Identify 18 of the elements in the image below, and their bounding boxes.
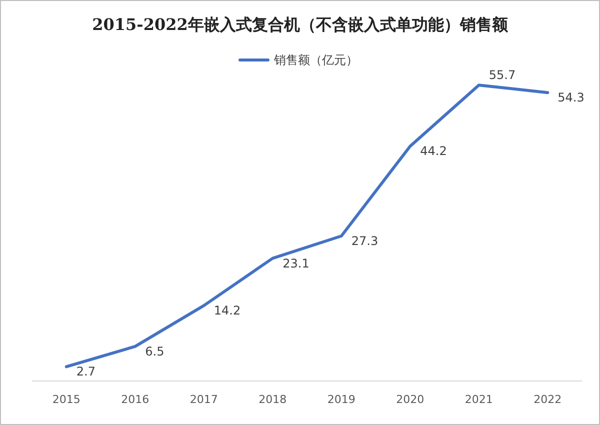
x-tick-label: 2021 — [464, 393, 493, 406]
data-label: 44.2 — [420, 144, 447, 158]
x-tick-label: 2022 — [534, 393, 562, 406]
x-tick-label: 2016 — [121, 393, 150, 406]
data-label: 6.5 — [145, 344, 164, 358]
x-tick-label: 2019 — [327, 393, 356, 406]
x-tick-label: 2018 — [258, 393, 287, 406]
x-tick-label: 2015 — [52, 393, 80, 406]
data-label: 27.3 — [351, 234, 378, 248]
data-label: 14.2 — [214, 304, 241, 318]
data-label: 54.3 — [558, 90, 584, 105]
x-tick-label: 2017 — [190, 393, 218, 406]
legend-label: 销售额（亿元） — [273, 53, 358, 67]
chart-title: 2015-2022年嵌入式复合机（不含嵌入式单功能）销售额 — [92, 15, 509, 34]
data-label: 23.1 — [282, 256, 310, 270]
data-label: 55.7 — [488, 68, 516, 82]
data-label: 2.7 — [76, 364, 96, 379]
x-tick-label: 2020 — [396, 393, 424, 406]
